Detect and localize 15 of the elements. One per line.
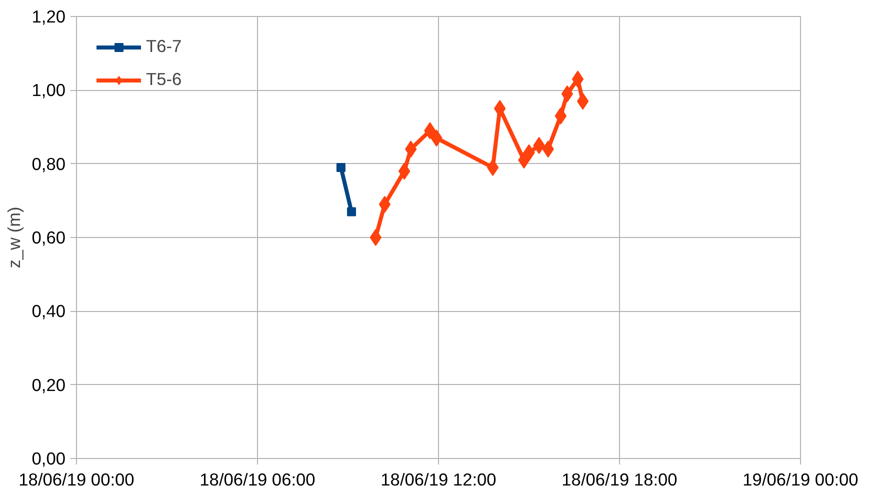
legend-label: T5-6 [146, 69, 182, 90]
y-tick-label: 1,00 [32, 80, 66, 100]
y-tick-label: 0,80 [32, 154, 66, 174]
x-tick-label: 18/06/19 18:00 [562, 470, 678, 490]
y-tick-label: 0,20 [32, 374, 66, 395]
x-tick-label: 18/06/19 06:00 [200, 470, 316, 490]
y-tick-label: 0,00 [32, 448, 66, 468]
x-tick-label: 18/06/19 12:00 [380, 470, 496, 490]
legend-label: T6-7 [146, 36, 182, 57]
y-axis-title: z_w (m) [4, 206, 24, 268]
y-tick-label: 0,60 [32, 228, 66, 248]
y-tick-label: 1,20 [32, 6, 66, 26]
x-tick-label: 19/06/19 00:00 [742, 470, 858, 490]
x-tick-label: 18/06/19 00:00 [18, 470, 134, 490]
y-tick-label: 0,40 [32, 301, 66, 322]
